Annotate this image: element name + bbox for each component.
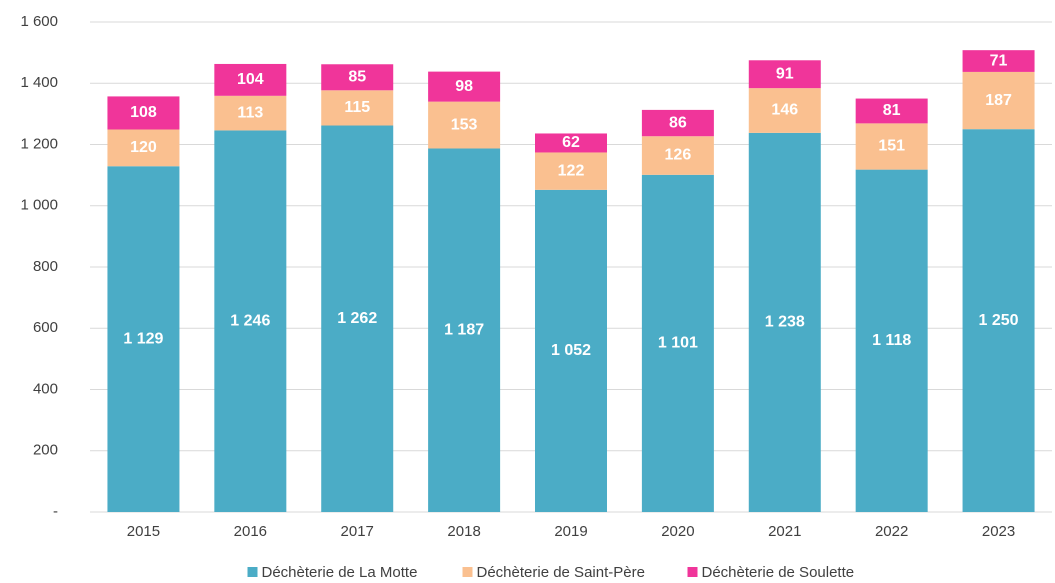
y-tick-label: - xyxy=(53,503,58,520)
data-label: 126 xyxy=(665,147,692,164)
data-label: 113 xyxy=(237,104,263,121)
bar-segment xyxy=(321,125,394,512)
legend-label: Déchèterie de La Motte xyxy=(262,564,418,581)
data-label: 1 101 xyxy=(658,335,698,352)
bar-segment xyxy=(214,95,287,131)
data-label: 1 250 xyxy=(979,312,1019,329)
bar-segment xyxy=(107,129,180,167)
y-tick-label: 1 600 xyxy=(20,13,58,30)
data-label: 81 xyxy=(883,102,901,119)
data-label: 146 xyxy=(771,102,798,119)
legend-label: Déchèterie de Saint-Père xyxy=(477,564,645,581)
x-tick-label: 2017 xyxy=(341,523,374,540)
x-tick-label: 2023 xyxy=(982,523,1015,540)
y-tick-label: 600 xyxy=(33,319,58,336)
bar-segment xyxy=(748,132,821,513)
data-label: 1 262 xyxy=(337,310,377,327)
bar-segment xyxy=(107,166,180,512)
data-label: 1 118 xyxy=(872,332,911,349)
x-tick-label: 2021 xyxy=(768,523,801,540)
data-label: 98 xyxy=(455,78,473,95)
data-label: 104 xyxy=(237,71,264,88)
data-label: 91 xyxy=(776,65,794,82)
y-tick-label: 1 400 xyxy=(20,74,58,91)
bar-segment xyxy=(428,101,501,149)
bar-segment xyxy=(641,136,714,175)
data-label: 153 xyxy=(451,116,478,133)
x-tick-label: 2018 xyxy=(447,523,480,540)
y-tick-label: 200 xyxy=(33,442,58,459)
x-tick-label: 2015 xyxy=(127,523,160,540)
data-label: 108 xyxy=(130,104,157,121)
data-label: 1 129 xyxy=(123,330,163,347)
y-tick-label: 1 200 xyxy=(20,135,58,152)
y-tick-label: 800 xyxy=(33,258,58,275)
data-label: 151 xyxy=(878,138,905,155)
data-label: 1 052 xyxy=(551,342,591,359)
bar-segment xyxy=(321,90,394,126)
data-label: 120 xyxy=(130,139,157,156)
data-label: 62 xyxy=(562,134,580,151)
bar-segment xyxy=(855,123,928,170)
x-tick-label: 2016 xyxy=(234,523,267,540)
bar-segment xyxy=(214,130,287,512)
data-label: 71 xyxy=(990,52,1008,69)
legend-swatch xyxy=(462,567,473,577)
y-tick-label: 400 xyxy=(33,380,58,397)
bar-segment xyxy=(321,64,394,91)
bar-segment xyxy=(855,98,928,124)
data-label: 85 xyxy=(348,68,366,85)
bar-segment xyxy=(962,71,1035,130)
x-tick-label: 2020 xyxy=(661,523,694,540)
bar-segment xyxy=(962,50,1035,72)
bar-segment xyxy=(535,133,607,153)
bar-segment xyxy=(962,129,1035,512)
bar-segment xyxy=(748,60,821,89)
bar-segment xyxy=(641,174,714,512)
bar-segment xyxy=(855,169,928,513)
y-tick-label: 1 000 xyxy=(20,197,58,214)
legend-swatch xyxy=(687,567,698,577)
data-label: 86 xyxy=(669,114,687,131)
bar-segment xyxy=(641,109,714,137)
bar-segment xyxy=(535,152,607,190)
bar-segment xyxy=(428,148,501,512)
bar-segment xyxy=(107,96,180,130)
bar-segment xyxy=(214,63,287,96)
x-tick-label: 2019 xyxy=(554,523,587,540)
x-tick-label: 2022 xyxy=(875,523,908,540)
bar-segment xyxy=(535,189,607,512)
legend-swatch xyxy=(247,567,258,577)
bar-segment xyxy=(748,88,821,133)
bar-segment xyxy=(428,71,501,102)
legend-label: Déchèterie de Soulette xyxy=(702,564,855,581)
data-label: 187 xyxy=(985,92,1012,109)
data-label: 1 187 xyxy=(444,321,484,338)
data-label: 122 xyxy=(558,162,585,179)
data-label: 1 246 xyxy=(230,312,270,329)
data-label: 1 238 xyxy=(765,314,805,331)
data-label: 115 xyxy=(344,99,370,116)
